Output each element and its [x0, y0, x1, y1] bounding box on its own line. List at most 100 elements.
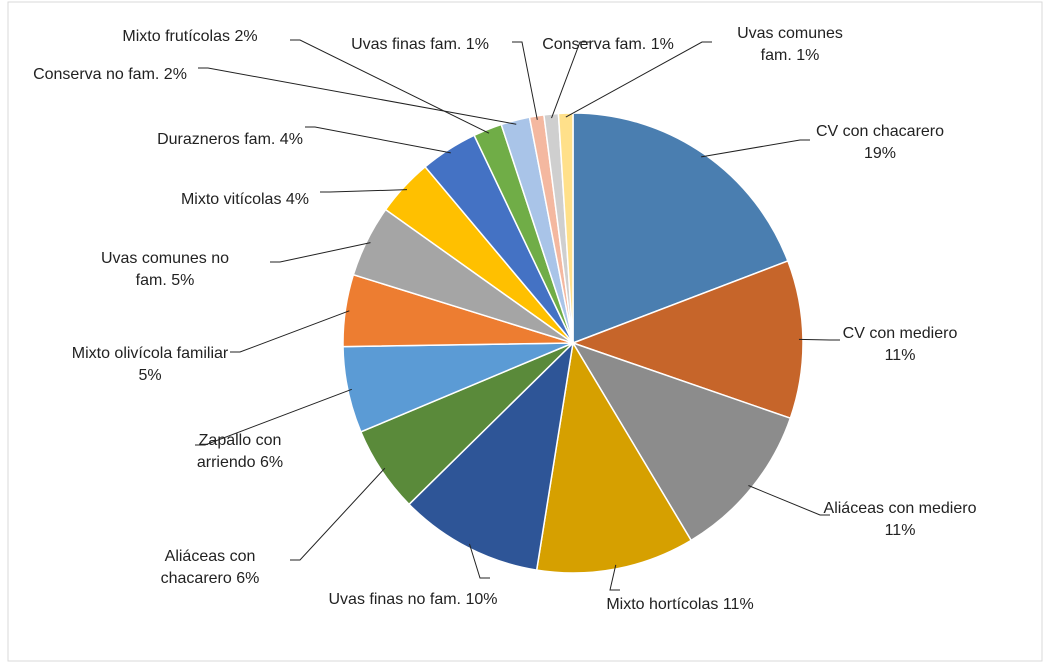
leader-line [468, 543, 490, 579]
leader-line [609, 564, 620, 591]
label-box: Conserva fam. 1% [533, 15, 683, 75]
leader-line [195, 388, 352, 446]
label-box: Uvas finas no fam. 10% [328, 570, 498, 630]
value-label: 11% [884, 347, 916, 364]
data-label: CV con chacarero 19% [800, 113, 960, 173]
leader-line [230, 310, 350, 353]
value-label: 4% [279, 131, 303, 148]
value-label: 2% [234, 28, 258, 45]
leader-line [701, 139, 810, 158]
category-label: Mixto vitícolas [180, 191, 282, 208]
leader-line [551, 41, 590, 119]
data-label: Mixto olivícola familiar 5% [68, 335, 233, 395]
category-label: Uvas finas fam. [351, 36, 462, 53]
data-label: CV con mediero 11% [840, 315, 960, 375]
category-label: Conserva fam. [542, 36, 647, 53]
value-label: 6% [236, 570, 260, 587]
data-label: Durazneros fam. 4% [155, 110, 305, 170]
category-label: Mixto frutícolas [122, 28, 230, 45]
label-text: Uvas finas fam. 1% [345, 34, 495, 56]
label-text: CV con mediero 11% [840, 323, 960, 367]
category-label: Uvas comunes no fam. [100, 250, 230, 289]
pie-slice [572, 112, 789, 345]
pie-slice [535, 340, 693, 574]
label-text: Mixto vitícolas 4% [170, 189, 320, 211]
value-label: 1% [650, 36, 674, 53]
data-label: Mixto vitícolas 4% [170, 170, 320, 230]
label-box: Mixto olivícola familiar 5% [68, 335, 233, 395]
leader-line [270, 242, 371, 263]
category-label: Durazneros fam. [157, 131, 276, 148]
data-label: Uvas comunes no fam. 5% [90, 240, 240, 300]
category-label: Conserva no fam. [33, 66, 160, 83]
data-label: Conserva no fam. 2% [20, 45, 200, 105]
label-text: Uvas comunes no fam. 5% [90, 248, 240, 292]
category-label: CV con chacarero [815, 123, 945, 140]
category-label: Aliáceas con chacarero [160, 548, 256, 587]
label-text: Durazneros fam. 4% [155, 129, 305, 151]
label-text: Zapallo con arriendo 6% [170, 430, 310, 474]
label-box: CV con chacarero 19% [800, 113, 960, 173]
value-label: 6% [260, 454, 284, 471]
label-box: Aliáceas con chacarero 6% [135, 538, 285, 598]
label-text: Conserva no fam. 2% [20, 64, 200, 86]
label-text: Aliáceas con chacarero 6% [135, 546, 285, 590]
data-label: Aliáceas con chacarero 6% [135, 538, 285, 598]
data-label: Mixto hortícolas 11% [595, 575, 765, 635]
label-box: Uvas finas fam. 1% [345, 15, 495, 75]
label-text: CV con chacarero 19% [800, 121, 960, 165]
category-label: Aliáceas con mediero [823, 500, 977, 517]
data-label: Uvas finas no fam. 10% [328, 570, 498, 630]
data-label: Uvas comunes fam. 1% [725, 15, 855, 75]
label-box: CV con mediero 11% [840, 315, 960, 375]
leader-line [798, 338, 840, 341]
data-label: Conserva fam. 1% [533, 15, 683, 75]
value-label: 10% [465, 591, 498, 608]
data-label: Aliáceas con mediero 11% [820, 490, 980, 550]
category-label: Uvas comunes fam. [737, 25, 843, 64]
label-text: Mixto hortícolas 11% [595, 594, 765, 616]
leader-line [290, 467, 386, 561]
category-label: Zapallo con arriendo [196, 432, 282, 471]
label-box: Uvas comunes no fam. 5% [90, 240, 240, 300]
pie-slice [571, 341, 792, 542]
label-box: Mixto vitícolas 4% [170, 170, 320, 230]
value-label: 11% [722, 596, 754, 613]
category-label: Mixto olivícola familiar [71, 345, 229, 362]
value-label: 1% [796, 47, 820, 64]
label-text: Uvas comunes fam. 1% [725, 23, 855, 67]
label-box: Uvas comunes fam. 1% [725, 15, 855, 75]
value-label: 19% [863, 145, 897, 162]
label-text: Mixto frutícolas 2% [80, 26, 300, 48]
label-box: Mixto hortícolas 11% [595, 575, 765, 635]
value-label: 5% [171, 272, 195, 289]
category-label: CV con mediero [842, 325, 958, 342]
data-label: Uvas finas fam. 1% [345, 15, 495, 75]
data-label: Mixto frutícolas 2% [80, 7, 300, 67]
value-label: 11% [884, 522, 916, 539]
pie-slice [408, 340, 575, 571]
data-label: Zapallo con arriendo 6% [170, 422, 310, 482]
label-text: Aliáceas con mediero 11% [820, 498, 980, 542]
label-box: Mixto frutícolas 2% [80, 7, 300, 67]
leader-line [290, 39, 490, 134]
leader-line [748, 485, 830, 516]
label-box: Zapallo con arriendo 6% [170, 422, 310, 482]
label-box: Durazneros fam. 4% [155, 110, 305, 170]
label-box: Conserva no fam. 2% [20, 45, 200, 105]
label-text: Mixto olivícola familiar 5% [68, 343, 233, 387]
value-label: 4% [285, 191, 310, 208]
leader-line [305, 126, 451, 154]
label-text: Uvas finas no fam. 10% [328, 589, 498, 611]
label-box: Aliáceas con mediero 11% [820, 490, 980, 550]
leader-line [565, 41, 712, 118]
value-label: 2% [163, 66, 187, 83]
value-label: 1% [465, 36, 489, 53]
value-label: 5% [138, 367, 162, 384]
leader-line [512, 41, 538, 120]
leader-line [320, 189, 407, 193]
label-text: Conserva fam. 1% [533, 34, 683, 56]
category-label: Mixto hortícolas [606, 596, 719, 613]
